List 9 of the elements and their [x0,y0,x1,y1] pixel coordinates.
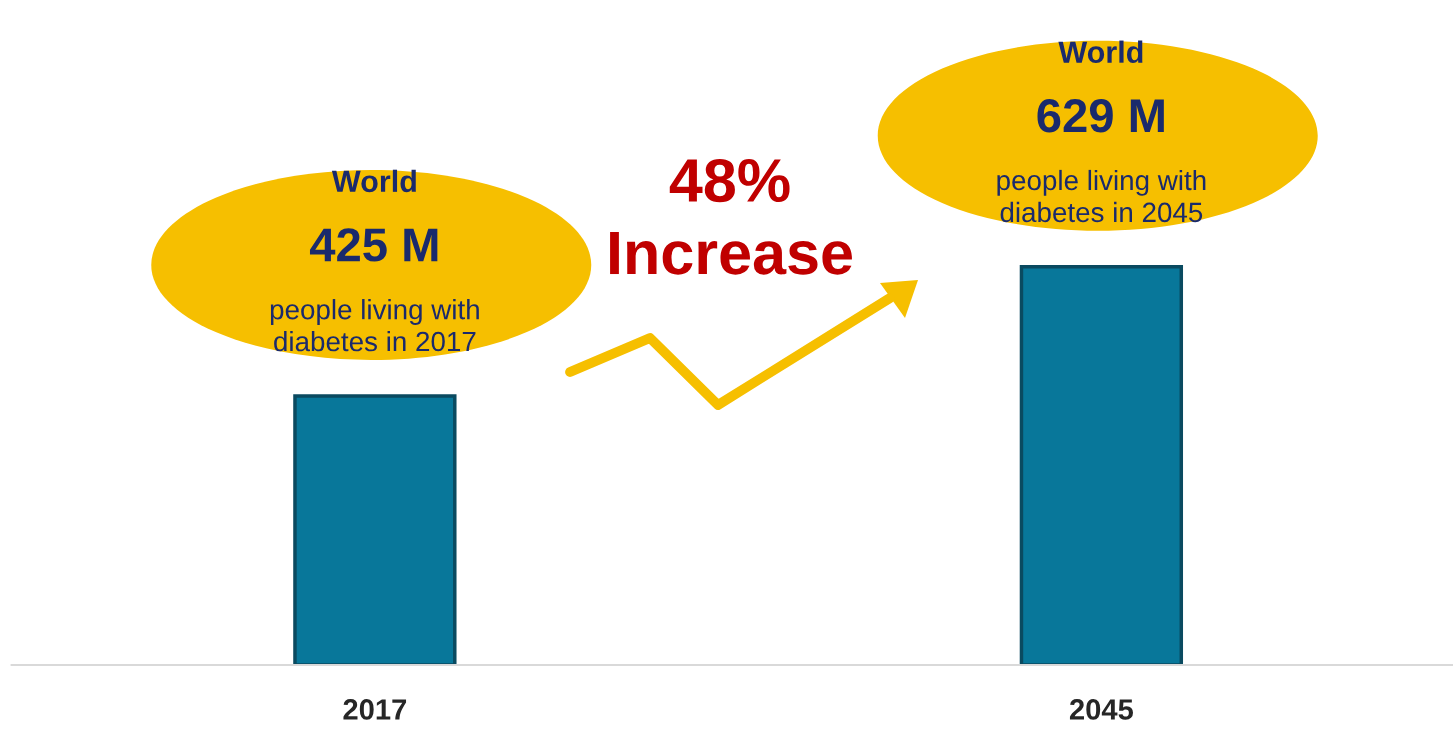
x-tick-label: 2017 [343,699,407,720]
data-label: 425 M [309,228,438,262]
annotation: 48% Increase [610,158,852,275]
x-tick-label: 2045 [1069,699,1134,720]
annotation: people living with diabetes in 2045 [997,169,1206,223]
annotation: people living with diabetes in 2017 [270,299,479,352]
data-label: 629 M [1037,99,1164,133]
text: World [1058,40,1143,63]
text: World [331,169,416,193]
